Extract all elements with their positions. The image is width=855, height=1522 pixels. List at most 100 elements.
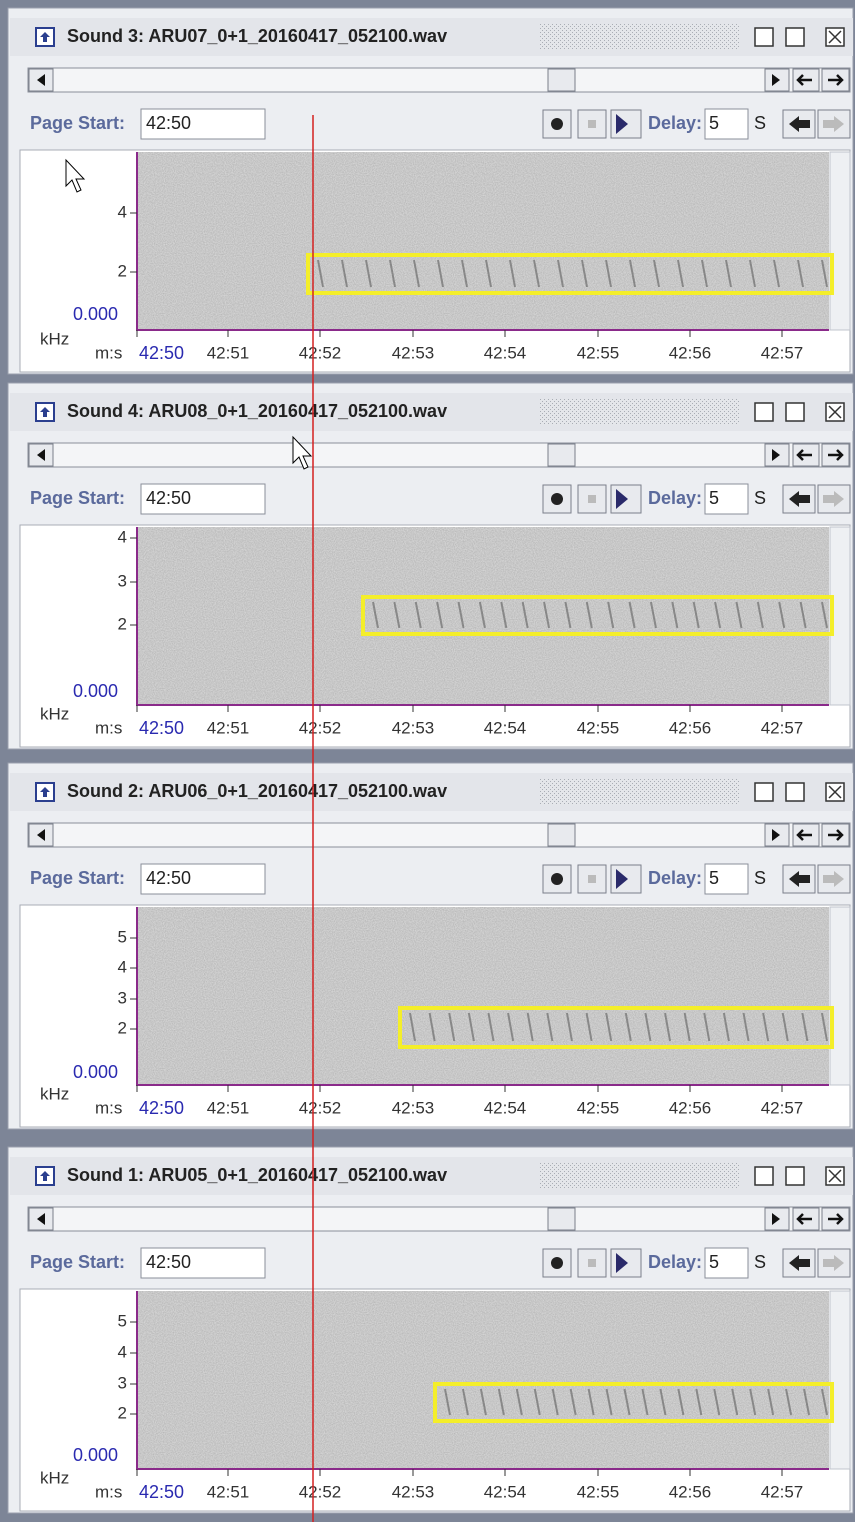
y-unit: kHz [40,329,69,348]
page-start-value: 42:50 [146,488,191,508]
page-start-value: 42:50 [146,113,191,133]
scroll-thumb[interactable] [548,824,575,846]
x-tick-label: 42:50 [139,343,184,363]
page-start-label: Page Start: [30,868,125,888]
icon [551,1257,563,1269]
window-title: Sound 4: ARU08_0+1_20160417_052100.wav [67,401,447,421]
delay-label: Delay: [648,1252,702,1272]
y-tick-label: 4 [118,1342,127,1361]
scrollbar-track [28,1207,850,1231]
sound-panel: Sound 3: ARU07_0+1_20160417_052100.wav Pa… [8,8,853,374]
icon [551,493,563,505]
icon [588,1259,596,1267]
y-tick-label: 3 [118,1373,127,1392]
spectrogram [137,152,829,330]
minimize-button[interactable] [755,28,773,46]
x-unit: m:s [95,343,122,362]
scroll-thumb[interactable] [548,1208,575,1230]
scroll-thumb[interactable] [548,444,575,466]
minimize-button[interactable] [755,403,773,421]
page-start-label: Page Start: [30,1252,125,1272]
delay-unit: S [754,868,766,888]
y-unit: kHz [40,1084,69,1103]
y-tick-label: 3 [118,571,127,590]
x-unit: m:s [95,1482,122,1501]
x-tick-label: 42:52 [299,343,342,362]
spectrogram [137,1291,829,1469]
x-tick-label: 42:55 [577,343,620,362]
delay-value: 5 [709,868,719,888]
x-tick-label: 42:53 [392,1482,435,1501]
x-tick-label: 42:52 [299,1482,342,1501]
delay-label: Delay: [648,488,702,508]
x-tick-label: 42:56 [669,1482,712,1501]
x-tick-label: 42:51 [207,343,250,362]
y-origin-label: 0.000 [73,304,118,324]
sound-panel: Sound 2: ARU06_0+1_20160417_052100.wav Pa… [8,763,853,1129]
x-tick-label: 42:57 [761,1098,804,1117]
x-tick-label: 42:57 [761,1482,804,1501]
y-tick-label: 2 [118,1018,127,1037]
y-origin-label: 0.000 [73,1062,118,1082]
icon [588,120,596,128]
scrollbar-track [28,823,850,847]
x-unit: m:s [95,718,122,737]
x-tick-label: 42:51 [207,1482,250,1501]
y-tick-label: 5 [118,927,127,946]
x-tick-label: 42:50 [139,1098,184,1118]
scroll-thumb[interactable] [548,69,575,91]
delay-label: Delay: [648,113,702,133]
icon [551,118,563,130]
x-tick-label: 42:53 [392,718,435,737]
title-bar-pattern [540,399,740,425]
x-tick-label: 42:52 [299,1098,342,1117]
title-bar-pattern [540,24,740,50]
x-tick-label: 42:50 [139,1482,184,1502]
window-title: Sound 2: ARU06_0+1_20160417_052100.wav [67,781,447,801]
icon [588,875,596,883]
y-tick-label: 4 [118,202,127,221]
y-tick-label: 2 [118,1403,127,1422]
window-title: Sound 1: ARU05_0+1_20160417_052100.wav [67,1165,447,1185]
maximize-button[interactable] [786,1167,804,1185]
icon [551,873,563,885]
title-bar-pattern [540,1163,740,1189]
maximize-button[interactable] [786,783,804,801]
title-bar-pattern [540,779,740,805]
maximize-button[interactable] [786,28,804,46]
x-tick-label: 42:51 [207,1098,250,1117]
window-title: Sound 3: ARU07_0+1_20160417_052100.wav [67,26,447,46]
delay-value: 5 [709,1252,719,1272]
x-tick-label: 42:55 [577,1098,620,1117]
y-tick-label: 2 [118,261,127,280]
y-tick-label: 3 [118,988,127,1007]
sound-panel: Sound 4: ARU08_0+1_20160417_052100.wavPa… [8,383,853,749]
delay-label: Delay: [648,868,702,888]
x-tick-label: 42:50 [139,718,184,738]
spectrogram [137,907,829,1085]
x-tick-label: 42:55 [577,1482,620,1501]
delay-unit: S [754,113,766,133]
sound-panel: Sound 1: ARU05_0+1_20160417_052100.wav Pa… [8,1147,853,1513]
x-tick-label: 42:55 [577,718,620,737]
y-unit: kHz [40,1468,69,1487]
minimize-button[interactable] [755,783,773,801]
scrollbar-track [28,443,850,467]
x-tick-label: 42:54 [484,718,527,737]
x-tick-label: 42:53 [392,343,435,362]
x-tick-label: 42:57 [761,343,804,362]
scrollbar-track [28,68,850,92]
y-tick-label: 5 [118,1311,127,1330]
y-tick-label: 4 [118,527,127,546]
delay-unit: S [754,1252,766,1272]
maximize-button[interactable] [786,403,804,421]
delay-unit: S [754,488,766,508]
vscroll [830,152,850,330]
vscroll [830,907,850,1085]
x-tick-label: 42:51 [207,718,250,737]
x-tick-label: 42:52 [299,718,342,737]
x-tick-label: 42:54 [484,1482,527,1501]
vscroll [830,1291,850,1469]
minimize-button[interactable] [755,1167,773,1185]
page-start-label: Page Start: [30,113,125,133]
